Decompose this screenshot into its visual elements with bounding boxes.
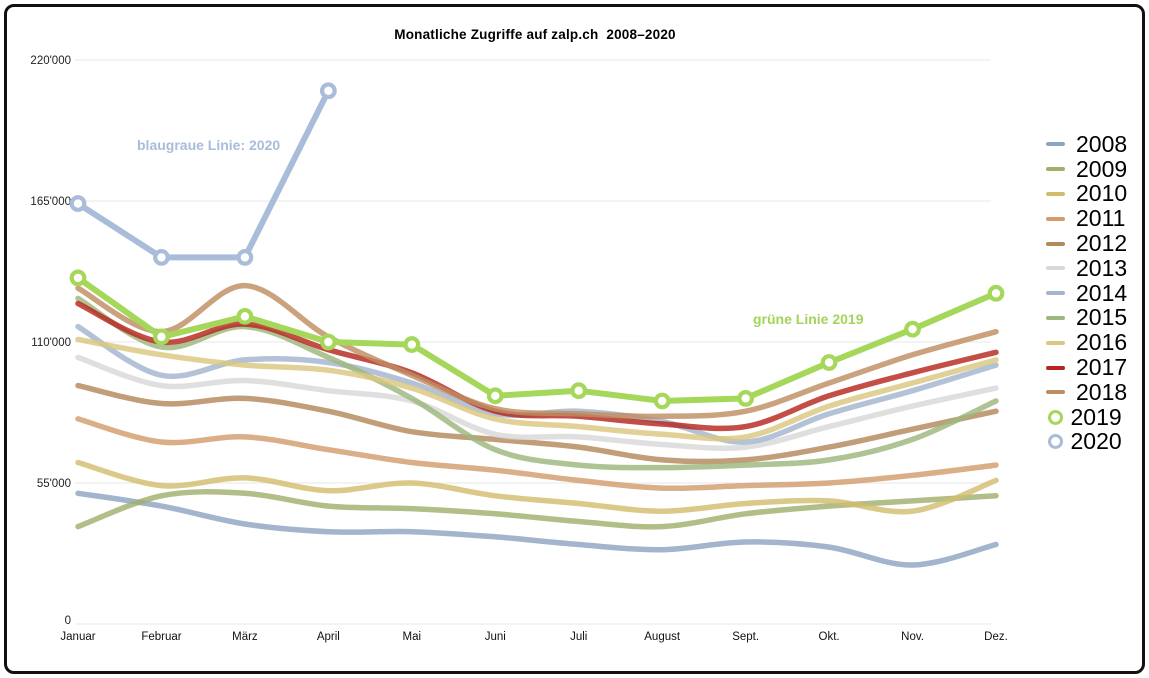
legend-label: 2020: [1070, 428, 1122, 455]
chart-title: Monatliche Zugriffe auf zalp.ch 2008–202…: [394, 27, 676, 42]
marker-2020-0: [69, 195, 87, 212]
x-tick-label-Mai: Mai: [403, 631, 422, 643]
legend-line-swatch-2008: [1046, 142, 1065, 147]
legend-item-2017: 2017: [1046, 355, 1127, 380]
legend-item-2019: 2019: [1046, 405, 1127, 430]
legend-label: 2012: [1076, 230, 1128, 257]
legend-line-swatch-2012: [1046, 241, 1065, 246]
y-tick-label: 55'000: [37, 478, 71, 490]
marker-2019-4: [403, 336, 421, 353]
marker-2019-2: [236, 307, 254, 325]
marker-2019-5: [486, 387, 504, 405]
marker-2020-1: [153, 248, 170, 266]
y-tick-label: 110'000: [31, 337, 71, 349]
marker-2019-9: [820, 354, 838, 371]
y-tick-label: 220'000: [30, 55, 71, 67]
legend-item-2011: 2011: [1046, 206, 1127, 231]
legend-item-2012: 2012: [1046, 231, 1127, 256]
legend-line-swatch-2013: [1046, 266, 1065, 271]
x-tick-label-Juni: Juni: [485, 631, 506, 643]
legend-item-2010: 2010: [1046, 182, 1127, 207]
legend-label: 2018: [1076, 378, 1128, 405]
legend-item-2009: 2009: [1046, 157, 1127, 182]
legend-label: 2015: [1076, 304, 1128, 331]
marker-2019-10: [904, 320, 921, 338]
line-2016: [75, 336, 999, 442]
line-2008: [75, 490, 999, 568]
marker-2019-0: [69, 269, 87, 287]
marker-2019-3: [319, 333, 337, 351]
marker-2019-11: [987, 284, 1005, 302]
legend-label: 2008: [1076, 130, 1128, 157]
annotation-2020-line: blaugraue Linie: 2020: [137, 137, 281, 153]
legend-item-2008: 2008: [1046, 132, 1127, 157]
legend-label: 2011: [1076, 205, 1126, 232]
legend-line-swatch-2018: [1046, 390, 1065, 395]
line-2012: [75, 382, 999, 465]
legend-item-2014: 2014: [1046, 281, 1127, 306]
legend-ring-swatch-2020: [1047, 434, 1063, 450]
legend-line-swatch-2009: [1046, 167, 1065, 172]
x-tick-label-April: April: [317, 631, 340, 643]
marker-2019-1: [153, 328, 170, 346]
legend-ring-swatch-2019: [1047, 409, 1063, 425]
legend-label: 2014: [1076, 279, 1128, 306]
line-2020: [75, 87, 332, 261]
x-tick-label-März: März: [232, 631, 258, 643]
line-2010: [75, 459, 999, 515]
marker-2019-7: [653, 392, 671, 410]
y-tick-label: 0: [65, 615, 71, 627]
marker-2019-8: [737, 390, 755, 407]
x-tick-label-Okt.: Okt.: [819, 631, 840, 643]
legend-label: 2009: [1076, 155, 1128, 182]
x-tick-label-Januar: Januar: [60, 631, 95, 643]
legend-label: 2019: [1070, 403, 1122, 430]
legend-line-swatch-2010: [1046, 191, 1065, 196]
legend-item-2015: 2015: [1046, 306, 1127, 331]
x-tick-label-Sept.: Sept.: [732, 631, 759, 643]
x-tick-label-Dez.: Dez.: [984, 631, 1008, 643]
x-tick-label-Juli: Juli: [570, 631, 587, 643]
legend-line-swatch-2016: [1046, 340, 1065, 345]
y-tick-label: 165'000: [30, 196, 71, 208]
line-2019: [75, 274, 999, 404]
line-2009: [75, 489, 999, 530]
legend-label: 2017: [1076, 354, 1128, 381]
legend-item-2013: 2013: [1046, 256, 1127, 281]
legend: 2008 2009 2010 2011 2012 2013 2014 2015 2016 2017…: [1046, 132, 1127, 454]
line-2013: [75, 354, 999, 451]
legend-label: 2016: [1076, 329, 1128, 356]
line-2018: [75, 282, 999, 420]
x-tick-label-Nov.: Nov.: [901, 631, 924, 643]
legend-item-2018: 2018: [1046, 380, 1127, 405]
x-tick-label-Februar: Februar: [141, 631, 181, 643]
annotation-2019-line: grüne Linie 2019: [753, 311, 864, 327]
legend-item-2016: 2016: [1046, 330, 1127, 355]
legend-label: 2013: [1076, 254, 1128, 281]
legend-line-swatch-2015: [1046, 315, 1065, 320]
legend-label: 2010: [1076, 180, 1128, 207]
marker-2020-2: [236, 248, 254, 266]
legend-line-swatch-2014: [1046, 291, 1065, 296]
legend-line-swatch-2017: [1046, 365, 1065, 370]
legend-item-2020: 2020: [1046, 430, 1127, 455]
marker-2020-3: [319, 82, 337, 100]
x-tick-label-August: August: [644, 631, 681, 643]
line-2011: [75, 416, 999, 492]
legend-line-swatch-2011: [1046, 216, 1065, 221]
marker-2019-6: [570, 382, 588, 400]
